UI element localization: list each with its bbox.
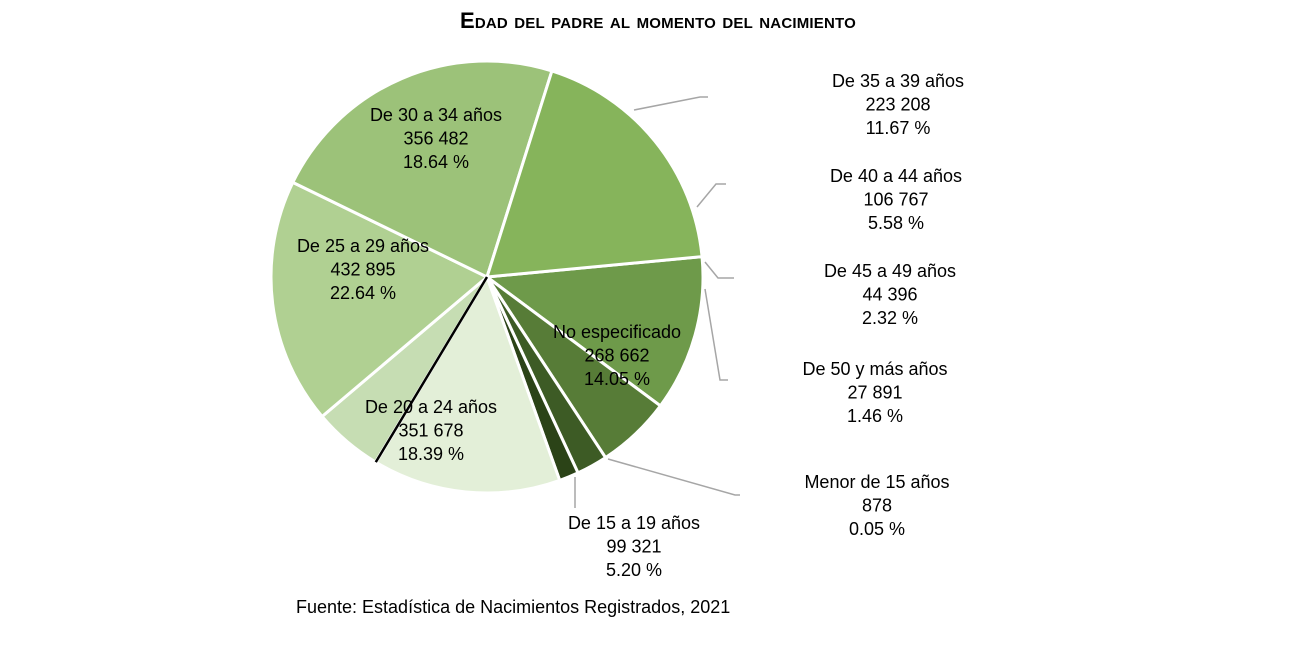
slice-label-value: 268 662 <box>584 346 649 366</box>
slice-label-value: 878 <box>862 496 892 516</box>
slice-label-percent: 14.05 % <box>584 369 650 389</box>
slice-label-percent: 1.46 % <box>847 406 903 426</box>
slice-label-percent: 18.64 % <box>403 152 469 172</box>
leader-lines <box>574 96 740 508</box>
leader-line <box>696 183 726 208</box>
leader-line <box>704 261 734 279</box>
slice-label-percent: 0.05 % <box>849 519 905 539</box>
slice-label: Menor de 15 años 878 0.05 % <box>804 472 949 539</box>
slice-label-value: 106 767 <box>863 190 928 210</box>
slice-label-value: 99 321 <box>606 537 661 557</box>
slice-label-value: 432 895 <box>330 260 395 280</box>
slice-label-percent: 22.64 % <box>330 283 396 303</box>
slice-label-name: De 35 a 39 años <box>832 71 964 91</box>
slice-label: De 50 y más años 27 891 1.46 % <box>802 359 947 426</box>
pie-slice-marker <box>374 276 489 463</box>
slice-label: De 45 a 49 años 44 396 2.32 % <box>824 261 956 328</box>
leader-line <box>607 458 740 496</box>
slice-label-value: 356 482 <box>403 129 468 149</box>
leader-line <box>633 96 708 111</box>
slices-layer <box>269 59 705 495</box>
slice-label-name: De 45 a 49 años <box>824 261 956 281</box>
slice-label: De 40 a 44 años 106 767 5.58 % <box>830 166 962 233</box>
slice-label-name: De 30 a 34 años <box>370 105 502 125</box>
slice-label-percent: 5.58 % <box>868 213 924 233</box>
slice-label-value: 223 208 <box>865 95 930 115</box>
pie-slice <box>374 275 562 495</box>
slice-label: De 15 a 19 años 99 321 5.20 % <box>568 513 700 580</box>
slice-label-value: 44 396 <box>862 285 917 305</box>
leader-line <box>704 288 728 381</box>
slice-label: De 35 a 39 años 223 208 11.67 % <box>832 71 964 138</box>
slice-label-percent: 11.67 % <box>866 118 931 138</box>
slice-label-name: De 25 a 29 años <box>297 236 429 256</box>
slice-label-percent: 2.32 % <box>862 308 918 328</box>
pie-slice <box>291 59 554 279</box>
slice-label: De 25 a 29 años 432 895 22.64 % <box>297 236 429 303</box>
slice-label-name: De 15 a 19 años <box>568 513 700 533</box>
slice-label-name: De 50 y más años <box>802 359 947 379</box>
pie-slice <box>269 180 489 418</box>
slice-label-percent: 18.39 % <box>398 444 464 464</box>
pie-slice <box>485 255 705 408</box>
slice-label-value: 351 678 <box>398 421 463 441</box>
slice-label: De 20 a 24 años 351 678 18.39 % <box>365 397 497 464</box>
slice-label-percent: 5.20 % <box>606 560 662 580</box>
chart-title: Edad del padre al momento del nacimiento <box>459 8 856 33</box>
slice-label-name: Menor de 15 años <box>804 472 949 492</box>
pie-slice <box>485 69 704 279</box>
slice-label: No especificado 268 662 14.05 % <box>553 322 681 389</box>
slice-label-name: No especificado <box>553 322 681 342</box>
slice-label: De 30 a 34 años 356 482 18.64 % <box>370 105 502 172</box>
source-note: Fuente: Estadística de Nacimientos Regis… <box>296 597 731 617</box>
slice-label-value: 27 891 <box>847 383 902 403</box>
slice-label-name: De 20 a 24 años <box>365 397 497 417</box>
slice-label-name: De 40 a 44 años <box>830 166 962 186</box>
slice-labels: De 35 a 39 años 223 208 11.67 % De 40 a 44 … <box>297 71 964 580</box>
